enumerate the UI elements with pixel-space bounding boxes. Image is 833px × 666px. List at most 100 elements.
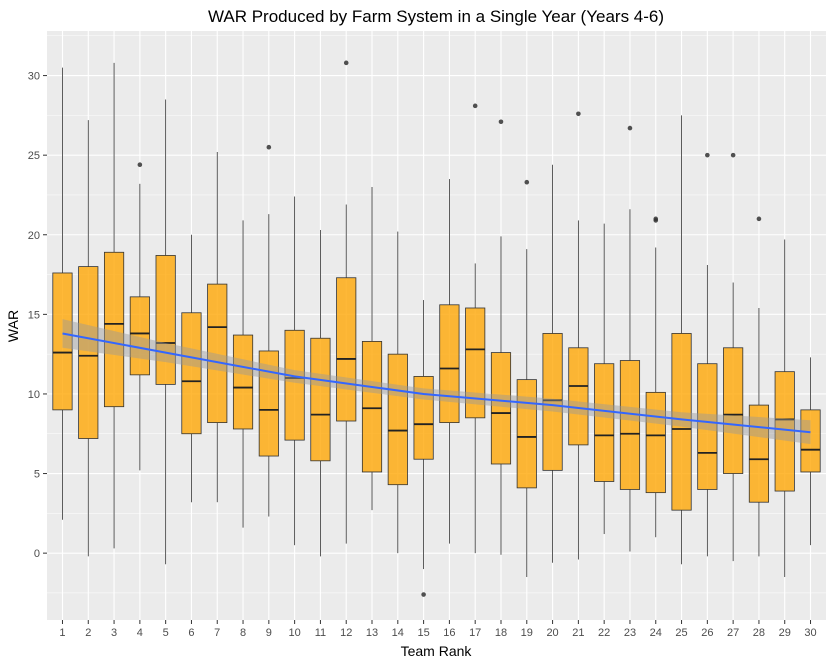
box-rank-6 — [181, 234, 202, 503]
box-iqr — [645, 391, 666, 494]
box-rank-19 — [516, 179, 537, 578]
box-iqr — [181, 312, 202, 435]
box-rank-13 — [361, 187, 383, 511]
x-tick-label: 22 — [598, 627, 610, 639]
box-iqr — [516, 379, 537, 489]
x-tick-label: 24 — [650, 627, 662, 639]
box-iqr — [78, 266, 99, 439]
box-iqr — [439, 304, 460, 424]
trend-layer — [62, 319, 811, 445]
box-iqr — [155, 255, 176, 385]
box-rank-23 — [619, 125, 641, 552]
box-iqr — [490, 352, 512, 465]
box-iqr — [52, 272, 73, 411]
y-axis-title: WAR — [5, 310, 21, 342]
x-tick-label: 23 — [624, 627, 636, 639]
box-iqr — [748, 404, 770, 503]
box-rank-30 — [800, 357, 821, 546]
box-iqr — [129, 296, 150, 376]
box-iqr — [671, 333, 692, 511]
x-tick-label: 9 — [266, 627, 272, 639]
x-tick-label: 25 — [675, 627, 687, 639]
box-iqr — [387, 353, 408, 486]
box-rank-15 — [413, 300, 434, 597]
x-tick-label: 7 — [214, 627, 220, 639]
box-iqr — [413, 376, 434, 460]
x-tick-label: 18 — [495, 627, 507, 639]
box-rank-2 — [78, 120, 99, 557]
boxplots — [52, 60, 821, 597]
x-tick-label: 4 — [137, 627, 143, 639]
box-rank-25 — [671, 115, 692, 565]
x-tick-label: 19 — [521, 627, 533, 639]
box-rank-1 — [52, 67, 73, 520]
box-rank-22 — [594, 223, 615, 535]
x-tick-label: 3 — [111, 627, 117, 639]
x-tick-label: 15 — [417, 627, 429, 639]
outlier-point — [137, 162, 143, 168]
outlier-point — [343, 60, 349, 66]
x-axis: 1 2 3 4 5 6 7 8 9 10 11 12 13 14 15 16 17 18 19 20 21 22 23 24 2… — [59, 620, 817, 639]
box-rank-27 — [723, 152, 744, 562]
chart-title: WAR Produced by Farm System in a Single … — [208, 7, 664, 26]
x-tick-label: 1 — [59, 627, 65, 639]
box-rank-17 — [465, 103, 486, 554]
box-rank-20 — [542, 164, 563, 563]
x-tick-label: 17 — [469, 627, 481, 639]
trend-line — [62, 332, 811, 434]
box-iqr — [361, 341, 383, 473]
box-iqr — [619, 360, 641, 490]
x-tick-label: 10 — [289, 627, 301, 639]
x-axis-title: Team Rank — [401, 643, 473, 659]
box-iqr — [207, 283, 228, 424]
box-rank-18 — [490, 119, 512, 555]
box-rank-4 — [129, 162, 150, 471]
x-tick-label: 16 — [443, 627, 455, 639]
box-rank-26 — [697, 152, 718, 557]
y-tick-label: 25 — [28, 150, 40, 162]
x-tick-label: 20 — [546, 627, 558, 639]
box-rank-11 — [310, 229, 331, 557]
box-iqr — [284, 329, 305, 441]
x-tick-label: 27 — [727, 627, 739, 639]
box-rank-14 — [387, 231, 408, 554]
x-tick-label: 12 — [340, 627, 352, 639]
x-tick-label: 26 — [701, 627, 713, 639]
box-rank-10 — [284, 196, 305, 546]
box-rank-3 — [103, 62, 125, 549]
box-rank-21 — [568, 111, 589, 560]
x-tick-label: 29 — [779, 627, 791, 639]
box-rank-9 — [258, 144, 279, 517]
outlier-point — [653, 216, 659, 222]
x-tick-label: 14 — [392, 627, 404, 639]
box-iqr — [336, 277, 357, 422]
outlier-point — [627, 125, 633, 131]
outlier-point — [705, 152, 710, 158]
panel-background — [47, 31, 826, 620]
outlier-point — [266, 144, 272, 150]
y-tick-label: 15 — [28, 309, 40, 321]
x-tick-label: 5 — [163, 627, 169, 639]
box-iqr — [465, 307, 486, 419]
x-tick-label: 30 — [804, 627, 816, 639]
box-rank-7 — [207, 151, 228, 503]
box-iqr — [723, 347, 744, 474]
box-rank-12 — [336, 60, 357, 544]
y-tick-label: 0 — [34, 548, 40, 560]
y-tick-label: 5 — [34, 469, 40, 481]
box-rank-8 — [232, 220, 254, 528]
outlier-point — [756, 216, 762, 222]
x-tick-label: 11 — [315, 627, 326, 639]
y-tick-label: 30 — [28, 71, 40, 83]
box-iqr — [697, 363, 718, 490]
box-rank-28 — [748, 216, 770, 557]
x-tick-label: 6 — [188, 627, 194, 639]
box-rank-16 — [439, 179, 460, 544]
box-iqr — [258, 350, 279, 457]
x-tick-label: 21 — [572, 627, 584, 639]
box-iqr — [568, 347, 589, 446]
box-iqr — [103, 251, 125, 408]
box-iqr — [542, 333, 563, 471]
x-tick-label: 2 — [85, 627, 91, 639]
